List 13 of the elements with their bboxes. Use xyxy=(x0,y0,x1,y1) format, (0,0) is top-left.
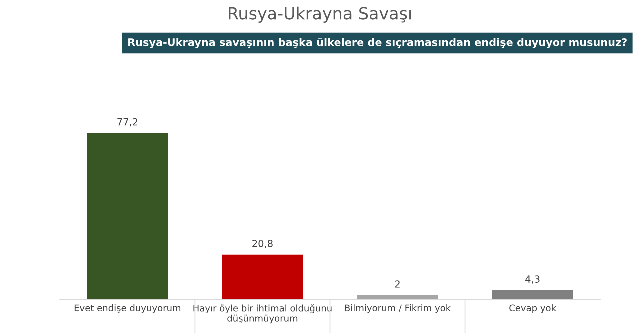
data-label: 77,2 xyxy=(118,118,138,127)
data-label: 4,3 xyxy=(526,276,540,284)
bar xyxy=(492,290,574,300)
x-tick-label: Hayır öyle bir ihtimal olduğunu düşünmüyorum xyxy=(194,304,332,324)
data-label: 20,8 xyxy=(252,240,273,248)
x-tick-label: Cevap yok xyxy=(510,304,556,314)
x-tick-label: Bilmiyorum / Fikrim yok xyxy=(345,304,452,314)
x-tick-label: Evet endişe duyuyorum xyxy=(74,304,181,314)
bar xyxy=(87,133,168,300)
bar xyxy=(222,254,304,300)
chart-title: Rusya-Ukrayna Savaşı xyxy=(229,6,412,24)
chart-subtitle: Rusya-Ukrayna savaşının başka ülkelere de sıçramasından endişe duyuyor musunuz? xyxy=(128,38,627,48)
data-label: 2 xyxy=(395,280,400,288)
